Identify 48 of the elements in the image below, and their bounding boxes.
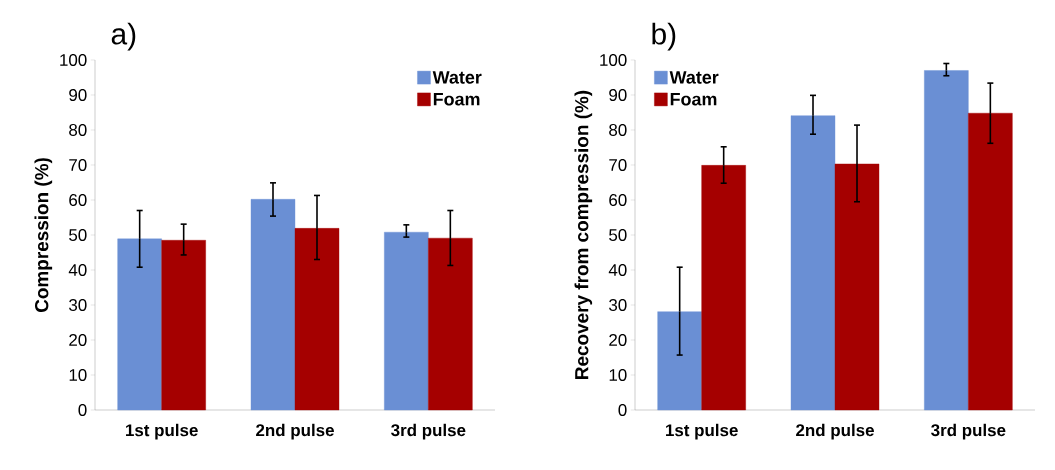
bar — [790, 115, 836, 411]
legend-label: Foam — [433, 92, 480, 106]
y-tick-label: 60 — [69, 194, 87, 206]
chart-title: a) — [111, 22, 136, 51]
x-tick-label: 1st pulse — [126, 423, 198, 440]
legend-label: Foam — [670, 92, 717, 106]
bar — [701, 165, 746, 411]
bar — [384, 232, 429, 411]
bar — [657, 311, 702, 411]
y-tick-label: 0 — [618, 404, 627, 416]
legend-label: Water — [432, 71, 482, 84]
y-tick-label: 40 — [68, 264, 87, 276]
y-tick-label: 50 — [609, 229, 627, 241]
legend-label: Water — [669, 71, 719, 84]
y-tick-label: 40 — [608, 264, 627, 276]
y-axis-title: Compression (%) — [34, 158, 53, 313]
x-tick-label: 1st pulse — [666, 423, 738, 440]
y-tick-label: 10 — [69, 369, 87, 381]
x-tick-label: 2nd pulse — [256, 423, 334, 440]
bar — [428, 237, 473, 411]
x-tick-label: 2nd pulse — [796, 423, 874, 440]
y-tick-label: 80 — [69, 124, 87, 136]
y-tick-label: 30 — [69, 299, 87, 311]
bar — [294, 228, 340, 411]
bar — [117, 238, 162, 411]
y-tick-label: 90 — [609, 89, 627, 101]
y-tick-label: 0 — [78, 404, 87, 416]
y-tick-label: 10 — [609, 369, 627, 381]
y-tick-label: 70 — [609, 159, 627, 171]
bar — [924, 70, 969, 411]
chart-title: b) — [652, 22, 676, 51]
y-tick-label: 20 — [69, 334, 87, 346]
y-tick-label: 20 — [609, 334, 627, 346]
bar — [968, 113, 1013, 411]
bar — [161, 240, 206, 411]
y-tick-label: 30 — [609, 299, 627, 311]
y-tick-label: 90 — [69, 89, 87, 101]
y-tick-label: 70 — [69, 159, 87, 171]
y-tick-label: 100 — [60, 54, 87, 66]
y-tick-label: 50 — [69, 229, 87, 241]
y-tick-label: 60 — [609, 194, 627, 206]
x-tick-label: 3rd pulse — [931, 423, 1006, 440]
x-tick-label: 3rd pulse — [391, 423, 466, 440]
bar — [834, 163, 880, 411]
bar — [250, 199, 296, 411]
y-tick-label: 80 — [609, 124, 627, 136]
y-axis-title: Recovery from compression (%) — [574, 90, 593, 379]
y-tick-label: 100 — [600, 54, 627, 66]
